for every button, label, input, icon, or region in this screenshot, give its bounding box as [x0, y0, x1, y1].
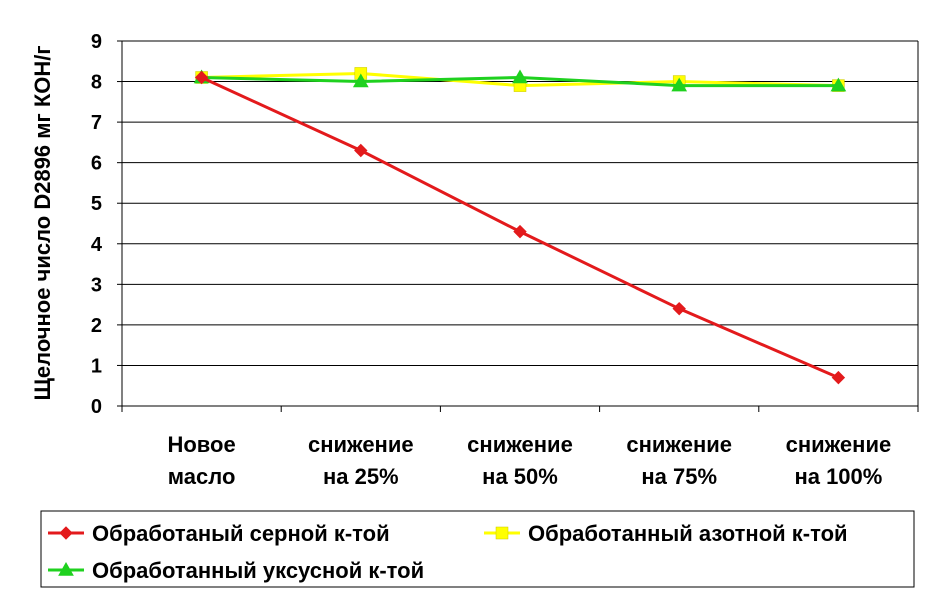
series-2-point-2	[512, 69, 528, 84]
series-group	[193, 67, 847, 385]
legend-swatch-marker-2	[58, 561, 74, 576]
x-category-label-3: снижение на 75%	[626, 432, 732, 489]
y-tick-label-6: 6	[91, 153, 102, 175]
y-tick-label-1: 1	[91, 355, 102, 377]
legend-swatch-marker-1	[495, 526, 509, 540]
x-category-label-4: снижение на 100%	[786, 432, 892, 489]
y-tick-label-5: 5	[91, 193, 102, 215]
legend-entry-0: Обработаный серной к-той	[48, 521, 390, 546]
series-0	[194, 70, 846, 385]
legend-label-1: Обработанный азотной к-той	[528, 521, 848, 546]
y-axis-ticks: 0 1 2 3 4 5 6 7 8 9	[91, 31, 122, 418]
series-0-point-4	[831, 370, 846, 385]
x-category-label-1: снижение на 25%	[308, 432, 414, 489]
y-tick-label-4: 4	[91, 234, 103, 256]
x-category-label-2: снижение на 50%	[467, 432, 573, 489]
series-2-point-1	[352, 73, 369, 88]
y-tick-label-0: 0	[91, 396, 102, 418]
y-tick-label-2: 2	[91, 315, 102, 337]
legend-entry-1: Обработанный азотной к-той	[484, 521, 848, 546]
legend-swatch-marker-0	[59, 526, 73, 540]
legend: Обработаный серной к-той Обработанный азо…	[40, 510, 915, 588]
series-0-point-1	[354, 143, 368, 158]
x-axis-ticks: Новое масло снижение на 25% снижение на 50% сн…	[121, 406, 919, 489]
series-2-point-3	[671, 77, 688, 92]
legend-label-0: Обработаный серной к-той	[92, 521, 390, 546]
series-2-point-4	[830, 77, 847, 92]
y-tick-label-8: 8	[91, 72, 102, 94]
axes	[121, 41, 919, 407]
legend-box	[40, 510, 915, 588]
y-axis-title: Щелочное число D2896 мг КОН/г	[30, 45, 55, 400]
y-tick-label-7: 7	[91, 112, 102, 134]
gridlines	[122, 40, 918, 366]
series-0-point-0	[194, 70, 209, 85]
series-0-point-2	[513, 224, 527, 239]
y-tick-label-3: 3	[91, 274, 102, 296]
x-category-label-0: Новое масло	[167, 432, 235, 489]
series-0-point-3	[672, 301, 686, 316]
legend-label-2: Обработанный уксусной к-той	[92, 558, 424, 583]
legend-entry-2: Обработанный уксусной к-той	[48, 558, 424, 583]
y-tick-label-9: 9	[91, 31, 102, 53]
